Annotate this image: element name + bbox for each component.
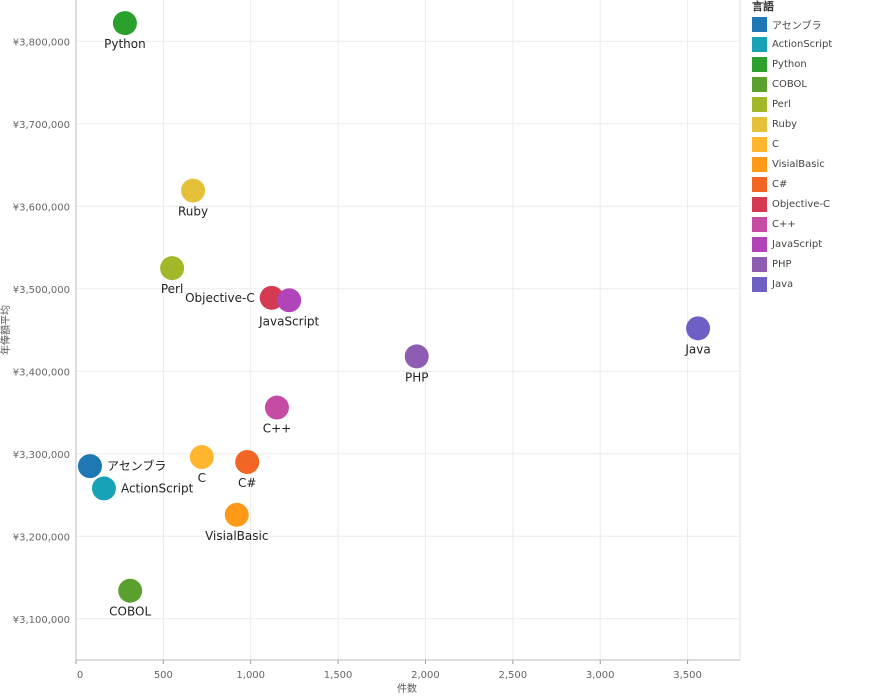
legend-item: Objective-C [752, 194, 870, 214]
legend-label: Ruby [772, 118, 798, 130]
data-point [686, 316, 711, 341]
x-tick-label: 3,500 [673, 670, 702, 681]
legend-item: C [752, 134, 870, 154]
data-point [277, 288, 302, 313]
legend-item: ActionScript [752, 34, 870, 54]
legend-swatch [752, 76, 767, 92]
point-label: JavaScript [258, 314, 319, 328]
legend-label: ActionScript [772, 38, 833, 50]
x-tick-label: 1,000 [236, 670, 265, 681]
legend-swatch [752, 236, 767, 252]
point-label: Objective-C [185, 291, 255, 305]
data-point [160, 256, 185, 281]
x-axis-label: 件数 [397, 682, 417, 695]
legend-item: VisialBasic [752, 154, 870, 174]
legend-swatch [752, 256, 767, 272]
y-tick-label: ¥3,800,000 [13, 37, 70, 48]
point-label: Python [104, 37, 146, 51]
data-point [118, 578, 143, 603]
tick-labels: 0 500 1,000 1,500 2,000 2,500 3,000 3,500 ¥3,100… [13, 37, 702, 681]
data-points [77, 11, 711, 603]
point-label: Ruby [178, 205, 208, 219]
legend-swatch [752, 56, 767, 72]
legend-item: C++ [752, 214, 870, 234]
data-point [224, 502, 249, 527]
axis-layer [75, 0, 741, 664]
legend-swatch [752, 156, 767, 172]
legend-label: Java [772, 278, 794, 290]
point-label: PHP [405, 370, 429, 384]
legend-items: アセンブラ ActionScript Python COBOL Perl Ruby C Vis… [752, 14, 870, 294]
point-labels: アセンブラ ActionScript Python COBOL Perl Ruby C Vis… [104, 37, 711, 619]
legend-item: Perl [752, 94, 870, 114]
legend-label: Objective-C [772, 198, 831, 210]
y-tick-label: ¥3,600,000 [13, 202, 70, 213]
legend-swatch [752, 36, 767, 52]
x-tick-label: 3,000 [586, 670, 615, 681]
legend-swatch [752, 16, 767, 32]
data-point [235, 450, 260, 474]
legend-item: Java [752, 274, 870, 294]
legend-item: PHP [752, 254, 870, 274]
x-tick-label: 2,000 [411, 670, 440, 681]
x-tick-label: 2,500 [499, 670, 528, 681]
y-tick-label: ¥3,200,000 [13, 532, 70, 543]
legend-label: PHP [772, 258, 792, 270]
legend-swatch [752, 116, 767, 132]
point-label: C++ [263, 422, 292, 436]
legend-swatch [752, 96, 767, 112]
legend-swatch [752, 276, 767, 292]
grid-layer [76, 0, 740, 660]
point-label: ActionScript [121, 481, 194, 495]
point-label: Perl [161, 282, 183, 296]
legend-item: JavaScript [752, 234, 870, 254]
data-point [264, 395, 289, 420]
data-point [404, 344, 429, 369]
legend-swatch [752, 136, 767, 152]
legend-item: Python [752, 54, 870, 74]
data-point [189, 445, 214, 470]
y-axis-label: 年俸額平均 [0, 305, 12, 355]
point-label: アセンブラ [107, 458, 166, 473]
legend-item: アセンブラ [752, 14, 870, 34]
data-point [259, 285, 284, 310]
legend-label: Perl [772, 98, 791, 110]
legend-label: C++ [772, 218, 796, 230]
legend-swatch [752, 216, 767, 232]
legend-label: VisialBasic [772, 158, 825, 170]
legend-label: JavaScript [772, 238, 823, 250]
legend-swatch [752, 176, 767, 192]
legend-label: C [772, 138, 779, 150]
legend-label: COBOL [772, 78, 807, 90]
y-tick-label: ¥3,400,000 [13, 367, 70, 378]
x-tick-label: 1,500 [324, 670, 353, 681]
legend: 言語 アセンブラ ActionScript Python COBOL Perl Ruby C… [752, 0, 870, 294]
legend-item: C# [752, 174, 870, 194]
point-label: C# [238, 476, 256, 490]
legend-title: 言語 [752, 0, 774, 13]
y-tick-label: ¥3,700,000 [13, 120, 70, 131]
y-tick-label: ¥3,500,000 [13, 285, 70, 296]
x-tick-label: 500 [154, 670, 173, 681]
point-label: Java [684, 342, 710, 356]
point-label: VisialBasic [205, 529, 268, 543]
legend-label: C# [772, 178, 788, 190]
data-point [112, 11, 137, 36]
data-point [181, 178, 206, 203]
data-point [77, 454, 102, 479]
point-label: COBOL [109, 605, 151, 619]
legend-label: Python [772, 58, 807, 70]
y-tick-label: ¥3,300,000 [13, 450, 70, 461]
legend-item: COBOL [752, 74, 870, 94]
legend-item: Ruby [752, 114, 870, 134]
legend-label: アセンブラ [772, 20, 822, 32]
data-point [91, 476, 116, 501]
y-tick-label: ¥3,100,000 [13, 615, 70, 626]
legend-swatch [752, 196, 767, 212]
point-label: C [198, 471, 206, 485]
x-tick-label: 0 [77, 670, 83, 681]
